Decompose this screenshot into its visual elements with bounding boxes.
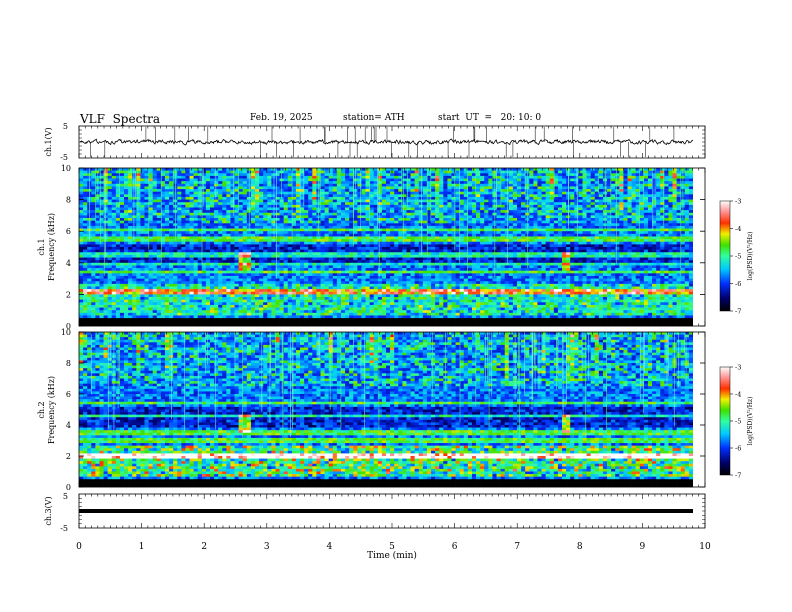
ch2-ylabel-line1: ch.2 xyxy=(37,401,46,418)
x-tick-label: 8 xyxy=(577,542,583,552)
x-tick-label: 2 xyxy=(201,542,207,552)
ytick-label: 2 xyxy=(66,290,71,299)
x-tick-label: 5 xyxy=(389,542,395,552)
colorbar-tick-label: -5 xyxy=(735,253,741,261)
ch1-waveform-line xyxy=(79,138,694,146)
ch1-ytick-top: 5 xyxy=(63,122,68,131)
ytick-label: 6 xyxy=(66,390,71,399)
ytick-label: 10 xyxy=(61,164,71,173)
x-tick-label: 9 xyxy=(640,542,646,552)
x-tick-label: 1 xyxy=(139,542,145,552)
x-tick-label: 7 xyxy=(514,542,520,552)
colorbar-tick-label: -7 xyxy=(735,472,741,480)
figure-title: VLF Spectra xyxy=(80,112,161,126)
ch3-ytick-bottom: -5 xyxy=(60,524,68,533)
ch1-ylabel-line2: Frequency (kHz) xyxy=(47,213,56,281)
ch1-spectrogram-image xyxy=(79,168,705,327)
ch2-ylabel-line2: Frequency (kHz) xyxy=(47,376,56,444)
ytick-label: 0 xyxy=(66,322,71,331)
ytick-label: 10 xyxy=(61,328,71,337)
ytick-label: 2 xyxy=(66,452,71,461)
start-ut-label: start UT = 20: 10: 0 xyxy=(438,113,542,123)
colorbar-tick-label: -6 xyxy=(735,280,741,288)
ytick-label: 8 xyxy=(66,196,71,205)
ch3-ylabel: ch.3(V) xyxy=(44,496,53,525)
x-tick-label: 3 xyxy=(264,542,270,552)
colorbar-tick-label: -5 xyxy=(735,418,741,426)
colorbar-tick-label: -7 xyxy=(735,308,741,316)
x-axis-label: Time (min) xyxy=(367,550,417,561)
x-tick-label: 6 xyxy=(452,542,458,552)
ch3-waveform-line xyxy=(79,509,693,513)
ch1-ytick-bottom: -5 xyxy=(60,153,68,162)
ytick-label: 4 xyxy=(66,421,71,430)
ch2-colorbar-label: log(PSD)(V²/Hz) xyxy=(747,397,754,446)
x-tick-label: 10 xyxy=(699,542,711,552)
colorbar-tick-label: -3 xyxy=(735,364,741,372)
date-label: Feb. 19, 2025 xyxy=(250,113,313,123)
ch2-colorbar xyxy=(719,366,731,476)
station-label: station= ATH xyxy=(343,113,405,123)
ch1-colorbar xyxy=(719,200,731,312)
ytick-label: 0 xyxy=(66,483,71,492)
time-axis: 0 1 2 3 4 5 6 7 8 9 10 xyxy=(76,126,711,552)
x-tick-label: 4 xyxy=(327,542,333,552)
ytick-label: 8 xyxy=(66,359,71,368)
ch3-waveform-panel: 5 -5 ch.3(V) xyxy=(44,492,706,533)
ch1-ylabel-line1: ch.1 xyxy=(37,238,46,255)
colorbar-tick-label: -6 xyxy=(735,445,741,453)
ytick-label: 6 xyxy=(66,227,71,236)
ch2-spectrogram-image xyxy=(79,332,705,488)
colorbar-tick-label: -4 xyxy=(735,225,741,233)
ytick-label: 4 xyxy=(66,259,71,268)
ch3-ytick-top: 5 xyxy=(63,492,68,501)
colorbar-tick-label: -3 xyxy=(735,198,741,206)
x-tick-label: 0 xyxy=(76,542,82,552)
ch1-ylabel: ch.1(V) xyxy=(44,127,53,156)
ch1-colorbar-label: log(PSD)(V²/Hz) xyxy=(747,232,754,281)
colorbar-tick-label: -4 xyxy=(735,391,741,399)
ch1-waveform-panel: 5 -5 ch.1(V) xyxy=(44,122,706,162)
